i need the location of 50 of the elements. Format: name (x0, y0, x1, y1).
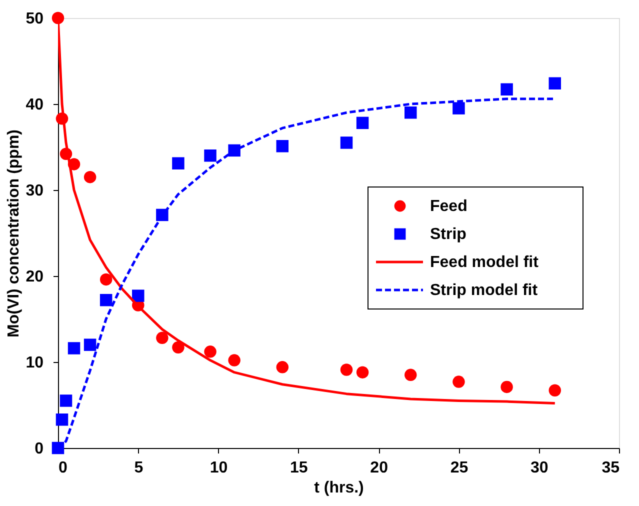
point (452, 102, 465, 114)
point (340, 364, 353, 376)
point (172, 341, 184, 354)
point (452, 376, 465, 388)
point (52, 442, 64, 454)
point (204, 346, 216, 358)
point (548, 77, 562, 90)
point (228, 354, 240, 366)
legend-label: Feed (430, 198, 468, 215)
point (404, 106, 417, 119)
legend-label: Strip model fit (430, 282, 538, 299)
y-tick-label: 20 (26, 268, 44, 286)
point (276, 140, 289, 152)
point (500, 380, 513, 394)
y-tick-label: 30 (26, 182, 44, 200)
point (500, 83, 513, 96)
x-tick-label: 0 (58, 460, 68, 476)
y-tick-label: 40 (26, 96, 44, 114)
x-tick-label: 15 (290, 460, 308, 476)
point (340, 136, 353, 149)
y-tick-label: 0 (34, 440, 44, 458)
point (68, 342, 80, 354)
y-axis-title: Mo(VI) concentration (ppm) (6, 130, 23, 338)
point (548, 384, 562, 396)
point (84, 338, 96, 351)
point (52, 12, 64, 24)
x-tick-label: 10 (210, 460, 228, 476)
point (84, 170, 96, 184)
x-axis-title: t (hrs.) (314, 480, 364, 496)
point (172, 157, 184, 170)
point (100, 273, 112, 286)
y-tick-label: 10 (26, 354, 44, 372)
x-tick-label: 25 (450, 460, 468, 476)
point (404, 368, 417, 382)
point (204, 149, 216, 162)
point (132, 290, 144, 302)
point (60, 394, 72, 407)
legend-label: Feed model fit (430, 254, 540, 271)
point (276, 361, 289, 374)
point (56, 413, 68, 426)
point (356, 366, 369, 378)
point (356, 116, 369, 130)
x-tick-label: 5 (134, 460, 144, 476)
legend-label: Strip (430, 226, 467, 243)
x-tick-label: 20 (370, 460, 388, 476)
point (100, 294, 112, 306)
x-tick-label: 35 (602, 460, 620, 476)
x-tick-label: 30 (530, 460, 548, 476)
point (156, 332, 168, 344)
y-tick-label: 50 (26, 10, 44, 28)
